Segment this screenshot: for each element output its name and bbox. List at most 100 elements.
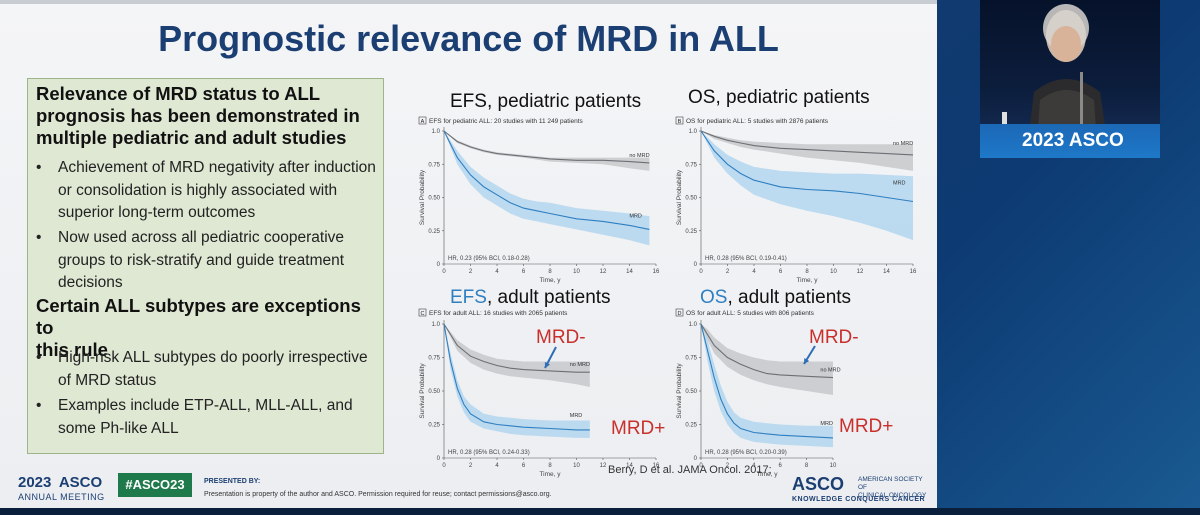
km-charts: A EFS for pediatric ALL: 20 studies with … — [418, 116, 917, 478]
panel-letter: A — [421, 119, 425, 125]
no-mrd-survival-line — [443, 323, 590, 373]
y-tick-label: 0.75 — [428, 356, 440, 362]
x-tick-label: 4 — [495, 269, 499, 275]
x-tick-label: 10 — [830, 463, 837, 469]
mrd-series-label: MRD — [820, 421, 833, 427]
x-tick-label: 8 — [548, 269, 552, 275]
y-axis-label: Survival Probability — [676, 363, 683, 419]
panel-letter-box — [675, 116, 684, 125]
x-tick-label: 0 — [442, 463, 446, 469]
x-axis-label: Time, y — [756, 471, 778, 478]
mrd-confidence-band — [701, 324, 833, 448]
x-tick-label: 14 — [626, 463, 633, 469]
x-tick-label: 10 — [573, 269, 580, 275]
slide-top-bar — [0, 0, 937, 4]
y-tick-label: 0 — [694, 456, 698, 462]
chart-panel-d: D OS for adult ALL: 5 studies with 806 pa… — [675, 308, 841, 478]
bullet-item: • High-risk ALL subtypes do poorly irres… — [36, 347, 381, 392]
panel-letter-box — [418, 116, 427, 125]
bullet-dot: • — [36, 349, 42, 366]
y-tick-label: 0.50 — [685, 196, 697, 202]
heading-line: this rule — [36, 339, 108, 360]
y-tick-label: 0.75 — [428, 162, 440, 168]
bullet-line: decisions — [58, 274, 123, 291]
bullet-dot: • — [36, 229, 42, 246]
y-tick-label: 0.75 — [685, 162, 697, 168]
bullet-line: or consolidation is highly associated wi… — [58, 181, 338, 199]
heading-relevance: Relevance of MRD status to ALL prognosis… — [36, 83, 381, 149]
x-tick-label: 0 — [699, 269, 703, 275]
panel-c-title: EFS, adult patients — [450, 287, 611, 309]
panel-caption: EFS for pediatric ALL: 20 studies with 1… — [429, 118, 584, 125]
panel-letter-box — [675, 308, 684, 317]
no-mrd-series-label: no MRD — [820, 368, 840, 374]
panel-d-title: OS, adult patients — [700, 287, 851, 309]
x-tick-label: 14 — [883, 269, 890, 275]
bullet-line: of MRD status — [58, 371, 157, 389]
bullet-dot: • — [36, 159, 42, 176]
y-tick-label: 0.25 — [685, 229, 697, 235]
y-tick-label: 0 — [437, 456, 441, 462]
x-tick-label: 16 — [910, 269, 917, 275]
x-tick-label: 8 — [805, 463, 809, 469]
panel-d-title-rest: , adult patients — [727, 287, 852, 308]
x-axis-label: Time, y — [539, 277, 561, 284]
hazard-ratio-text: HR, 0.23 (95% BCI, 0.18-0.28) — [448, 256, 530, 262]
mrd-confidence-band — [444, 324, 590, 438]
no-mrd-series-label: no MRD — [893, 141, 913, 147]
mrd-survival-line — [443, 323, 590, 431]
heading-exceptions: Certain ALL subtypes are exceptions to t… — [36, 295, 381, 361]
x-tick-label: 2 — [469, 269, 473, 275]
y-tick-label: 0.50 — [428, 196, 440, 202]
y-axis-label: Survival Probability — [676, 169, 683, 225]
x-tick-label: 6 — [779, 269, 783, 275]
podium — [980, 124, 1160, 158]
hazard-ratio-text: HR, 0.28 (95% BCI, 0.20-0.39) — [705, 450, 787, 456]
y-tick-label: 0.25 — [428, 229, 440, 235]
society-name-line: CLINICAL ONCOLOGY — [858, 492, 927, 499]
mrd-confidence-band — [701, 131, 913, 241]
bullet-item: • Achievement of MRD negativity after in… — [36, 157, 381, 225]
no-mrd-survival-line — [700, 323, 834, 379]
mrd-series-label: MRD — [570, 413, 583, 419]
x-tick-label: 4 — [752, 463, 756, 469]
bullet-line: High-risk ALL subtypes do poorly irrespe… — [58, 349, 368, 366]
y-tick-label: 0 — [437, 262, 441, 268]
panel-c-mrd-neg-annotation: MRD- — [536, 327, 586, 348]
bottom-strip — [0, 508, 1200, 515]
y-tick-label: 1.0 — [432, 129, 441, 135]
heading-line: Certain ALL subtypes are exceptions to — [36, 295, 361, 338]
asco-annual-meeting-logo: 2023 ASCO ANNUAL MEETING — [18, 474, 108, 504]
x-tick-label: 8 — [805, 269, 809, 275]
bullet-line: some Ph-like ALL — [58, 419, 179, 437]
y-tick-label: 0.25 — [428, 423, 440, 429]
x-tick-label: 16 — [653, 269, 660, 275]
mrd-survival-line — [443, 130, 650, 230]
panel-c-title-rest: , adult patients — [486, 287, 611, 308]
panel-d-mrd-neg-annotation: MRD- — [809, 327, 859, 348]
no-mrd-series-label: no MRD — [629, 153, 649, 159]
x-tick-label: 6 — [779, 463, 783, 469]
chart-panel-a: A EFS for pediatric ALL: 20 studies with … — [418, 116, 660, 284]
logo-asco: ASCO — [58, 474, 103, 491]
podium-label: 2023 ASCO — [1022, 130, 1124, 151]
society-logo-small: AMERICAN SOCIETY OF CLINICAL ONCOLOGY — [858, 476, 932, 500]
mrd-series-label: MRD — [629, 213, 642, 219]
x-tick-label: 10 — [573, 463, 580, 469]
x-tick-label: 12 — [600, 463, 607, 469]
no-mrd-survival-line — [700, 130, 914, 156]
y-tick-label: 1.0 — [689, 129, 698, 135]
chart-panel-c: C EFS for adult ALL: 16 studies with 2065… — [418, 308, 660, 478]
y-axis-label: Survival Probability — [419, 363, 426, 419]
hazard-ratio-text: HR, 0.28 (95% BCI, 0.24-0.33) — [448, 450, 530, 456]
heading-line: prognosis has been demonstrated in — [36, 105, 360, 126]
panel-d-title-highlight: OS — [700, 287, 728, 308]
y-tick-label: 0.75 — [685, 356, 697, 362]
panel-a-title: EFS, pediatric patients — [450, 91, 642, 112]
y-tick-label: 0.50 — [685, 389, 697, 395]
no-mrd-series-label: no MRD — [570, 362, 590, 368]
summary-textbox: Relevance of MRD status to ALL prognosis… — [27, 78, 384, 454]
x-tick-label: 2 — [726, 463, 730, 469]
x-tick-label: 6 — [522, 269, 526, 275]
